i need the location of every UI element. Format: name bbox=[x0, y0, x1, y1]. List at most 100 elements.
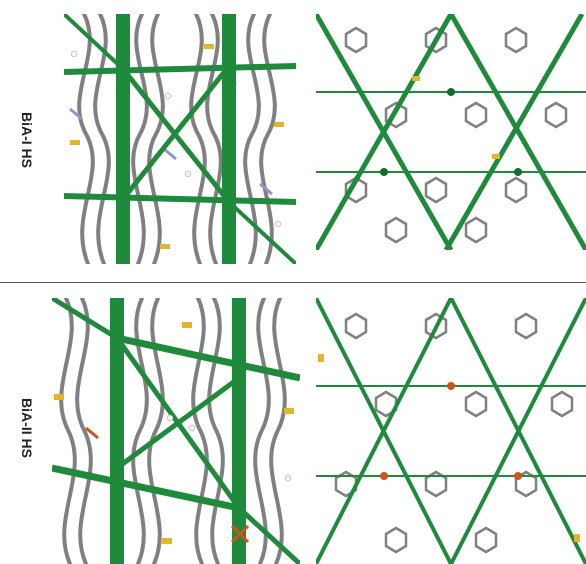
benzene-ring bbox=[344, 26, 368, 54]
molecule-chain bbox=[147, 298, 165, 564]
framework-pillar bbox=[110, 298, 124, 564]
hydrogen-atom bbox=[284, 474, 292, 482]
molecule-columns bbox=[59, 298, 287, 564]
framework-bar bbox=[52, 298, 119, 341]
framework-bars bbox=[64, 14, 296, 264]
molecule-chain bbox=[75, 298, 93, 564]
molecule-chain bbox=[189, 14, 207, 264]
hydrogen-atom bbox=[164, 92, 172, 100]
benzene-rings bbox=[334, 312, 574, 554]
molecule-chain bbox=[259, 14, 277, 264]
sulfur-atoms bbox=[412, 76, 500, 159]
framework-bar bbox=[64, 14, 125, 71]
lattice-line bbox=[448, 14, 586, 250]
panel-bia-ii-top bbox=[316, 298, 586, 564]
sulfur-atom bbox=[318, 354, 324, 362]
framework-bars bbox=[52, 298, 300, 564]
framework-bar bbox=[121, 64, 231, 201]
panel-bia-i-side bbox=[64, 14, 296, 264]
lattice-node bbox=[447, 88, 455, 96]
iron-bonds bbox=[85, 426, 250, 544]
iron-center bbox=[447, 382, 455, 390]
molecule-chain bbox=[269, 298, 287, 564]
sulfur-atom bbox=[162, 538, 172, 544]
hydrogen-atom bbox=[166, 414, 174, 422]
sulfur-atom bbox=[284, 408, 294, 414]
benzene-ring bbox=[544, 101, 568, 129]
benzene-ring bbox=[464, 216, 488, 244]
benzene-ring bbox=[514, 312, 538, 340]
molecule-chain bbox=[59, 298, 77, 564]
row-divider bbox=[0, 282, 586, 283]
sulfur-atom bbox=[70, 140, 80, 145]
bia-ii-side-structure bbox=[52, 298, 300, 564]
benzene-ring bbox=[424, 312, 448, 340]
lattice-node bbox=[514, 168, 522, 176]
framework-bar bbox=[64, 63, 296, 75]
bia-i-top-structure bbox=[316, 14, 586, 250]
molecule-chain bbox=[131, 14, 149, 264]
framework-bar bbox=[64, 193, 296, 205]
iron-bond bbox=[85, 426, 99, 440]
sulfur-atom bbox=[204, 44, 214, 49]
benzene-ring bbox=[514, 470, 538, 498]
benzene-ring bbox=[384, 216, 408, 244]
framework-bar bbox=[115, 375, 241, 471]
molecule-chain bbox=[207, 298, 225, 564]
panel-bia-ii-side bbox=[52, 298, 300, 564]
nitrogen-bond bbox=[69, 107, 83, 121]
framework-bar bbox=[237, 506, 300, 564]
benzene-ring bbox=[464, 101, 488, 129]
benzene-ring bbox=[464, 390, 488, 418]
sulfur-atom bbox=[160, 244, 170, 249]
benzene-ring bbox=[424, 26, 448, 54]
iron-center bbox=[514, 472, 522, 480]
bia-ii-top-structure bbox=[316, 298, 586, 564]
benzene-ring bbox=[424, 470, 448, 498]
benzene-ring bbox=[504, 26, 528, 54]
iron-centers bbox=[380, 382, 522, 480]
benzene-ring bbox=[424, 176, 448, 204]
iron-bond bbox=[230, 524, 250, 544]
hydrogen-atoms bbox=[70, 50, 282, 228]
hydrogen-atoms bbox=[166, 414, 292, 482]
framework-pillar bbox=[232, 298, 246, 564]
framework-bar bbox=[116, 334, 300, 382]
hydrogen-atom bbox=[184, 170, 192, 178]
benzene-ring bbox=[384, 526, 408, 554]
benzene-ring bbox=[344, 312, 368, 340]
hydrogen-atom bbox=[274, 220, 282, 228]
panel-bia-i-top bbox=[316, 14, 586, 250]
framework-pillar bbox=[116, 14, 130, 264]
benzene-ring bbox=[384, 101, 408, 129]
framework-pillar bbox=[222, 14, 236, 264]
sulfur-atom bbox=[274, 122, 284, 127]
molecule-chain bbox=[253, 298, 271, 564]
row-label-bia-i: BiA-I HS bbox=[19, 112, 35, 168]
hydrogen-atom bbox=[70, 50, 78, 58]
framework-bar bbox=[52, 464, 240, 512]
benzene-ring bbox=[550, 390, 574, 418]
molecule-chain bbox=[243, 14, 261, 264]
benzene-ring bbox=[504, 176, 528, 204]
molecule-chain bbox=[147, 14, 165, 264]
sulfur-atom bbox=[574, 534, 580, 542]
lattice-line bbox=[443, 14, 585, 250]
molecule-chain bbox=[205, 14, 223, 264]
molecule-chain bbox=[131, 298, 149, 564]
framework-lattice bbox=[316, 14, 586, 250]
lattice-line bbox=[449, 298, 586, 564]
iron-center bbox=[380, 472, 388, 480]
benzene-ring bbox=[474, 526, 498, 554]
bia-i-side-structure bbox=[64, 14, 296, 264]
molecule-chain bbox=[191, 298, 209, 564]
sulfur-atom bbox=[182, 322, 192, 328]
lattice-line bbox=[316, 298, 453, 564]
sulfur-atoms bbox=[54, 322, 294, 544]
sulfur-atoms bbox=[318, 354, 580, 542]
nitrogen-bond bbox=[163, 147, 177, 161]
sulfur-atom bbox=[54, 394, 64, 400]
nitrogen-bond bbox=[259, 182, 273, 196]
sulfur-atoms bbox=[70, 44, 284, 249]
lattice-node bbox=[380, 168, 388, 176]
